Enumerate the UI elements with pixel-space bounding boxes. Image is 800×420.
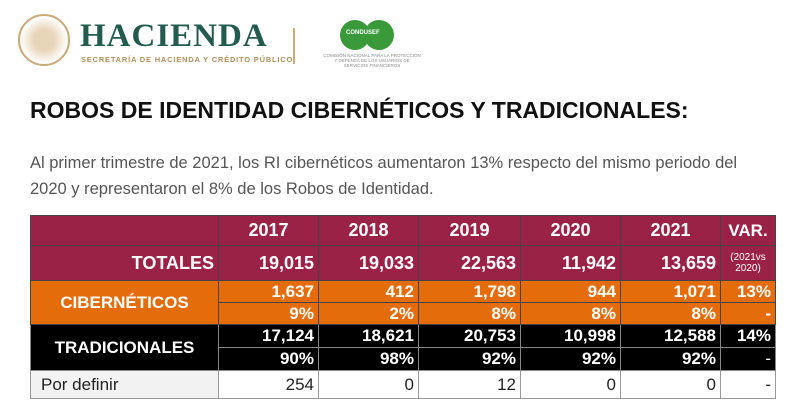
row-label: TOTALES bbox=[30, 245, 219, 281]
cell: 8% bbox=[520, 302, 621, 325]
cell: 92% bbox=[620, 347, 721, 371]
var-cell: - bbox=[720, 370, 776, 399]
cell: 10,998 bbox=[520, 324, 621, 348]
condusef-subtitle: COMISIÓN NACIONAL PARA LA PROTECCIÓN Y D… bbox=[323, 53, 421, 68]
cell: 0 bbox=[520, 370, 621, 399]
hacienda-logo: HACIENDA bbox=[80, 18, 268, 54]
cell: 92% bbox=[418, 347, 521, 371]
cell: 412 bbox=[318, 280, 419, 303]
row-label: CIBERNÉTICOS bbox=[30, 280, 219, 325]
var-cell: 14% bbox=[720, 324, 776, 348]
cell: 944 bbox=[520, 280, 621, 303]
identity-theft-table: 2017 2018 2019 2020 2021 VAR. TOTALES 19… bbox=[30, 215, 776, 399]
cell: 19,015 bbox=[218, 245, 319, 281]
logo-divider bbox=[293, 28, 295, 64]
cell: 13,659 bbox=[620, 245, 721, 281]
cell: 0 bbox=[620, 370, 721, 399]
cell: 2% bbox=[318, 302, 419, 325]
table-header-row: 2017 2018 2019 2020 2021 VAR. bbox=[30, 215, 776, 246]
cell: 9% bbox=[218, 302, 319, 325]
cell: 1,637 bbox=[218, 280, 319, 303]
cell: 19,033 bbox=[318, 245, 419, 281]
cell: 92% bbox=[520, 347, 621, 371]
description: Al primer trimestre de 2021, los RI cibe… bbox=[30, 154, 738, 198]
row-label: Por definir bbox=[30, 370, 219, 399]
cell: 12 bbox=[418, 370, 521, 399]
cell: 254 bbox=[218, 370, 319, 399]
mexico-seal-logo bbox=[18, 14, 70, 66]
row-label: TRADICIONALES bbox=[30, 324, 219, 371]
cell: 11,942 bbox=[520, 245, 621, 281]
table-row-ciberneticos: CIBERNÉTICOS 1,637 412 1,798 944 1,071 1… bbox=[30, 280, 776, 325]
cell: 20,753 bbox=[418, 324, 521, 348]
var-cell: - bbox=[720, 347, 776, 371]
table-row-totales: TOTALES 19,015 19,033 22,563 11,942 13,6… bbox=[30, 245, 776, 281]
table-row-ciberneticos-pct: 9% 2% 8% 8% 8% - bbox=[31, 302, 776, 325]
cell: 22,563 bbox=[418, 245, 521, 281]
empty-header-cell bbox=[30, 215, 219, 246]
cell: 90% bbox=[218, 347, 319, 371]
condusef-logo-text: CONDUSEF bbox=[346, 30, 380, 36]
condusef-logo: CONDUSEF bbox=[340, 20, 396, 50]
table-row-por-definir: Por definir 254 0 12 0 0 - bbox=[30, 370, 776, 399]
cell: 98% bbox=[318, 347, 419, 371]
var-note: (2021vs 2020) bbox=[720, 245, 776, 281]
cell: 8% bbox=[620, 302, 721, 325]
cell: 0 bbox=[318, 370, 419, 399]
table-row-tradicionales: TRADICIONALES 17,124 18,621 20,753 10,99… bbox=[30, 324, 776, 371]
cell: 12,588 bbox=[620, 324, 721, 348]
var-cell: - bbox=[720, 302, 776, 325]
var-cell: 13% bbox=[720, 280, 776, 303]
hacienda-subtitle: SECRETARÍA DE HACIENDA Y CRÉDITO PÚBLICO bbox=[81, 55, 294, 64]
cell: 1,798 bbox=[418, 280, 521, 303]
page-title: ROBOS DE IDENTIDAD CIBERNÉTICOS Y TRADIC… bbox=[30, 97, 689, 123]
var-header: VAR. bbox=[720, 215, 776, 246]
year-header: 2020 bbox=[520, 215, 621, 246]
year-header: 2021 bbox=[620, 215, 721, 246]
cell: 18,621 bbox=[318, 324, 419, 348]
year-header: 2018 bbox=[318, 215, 419, 246]
year-header: 2017 bbox=[218, 215, 319, 246]
cell: 1,071 bbox=[620, 280, 721, 303]
cell: 8% bbox=[418, 302, 521, 325]
cell: 17,124 bbox=[218, 324, 319, 348]
year-header: 2019 bbox=[418, 215, 521, 246]
